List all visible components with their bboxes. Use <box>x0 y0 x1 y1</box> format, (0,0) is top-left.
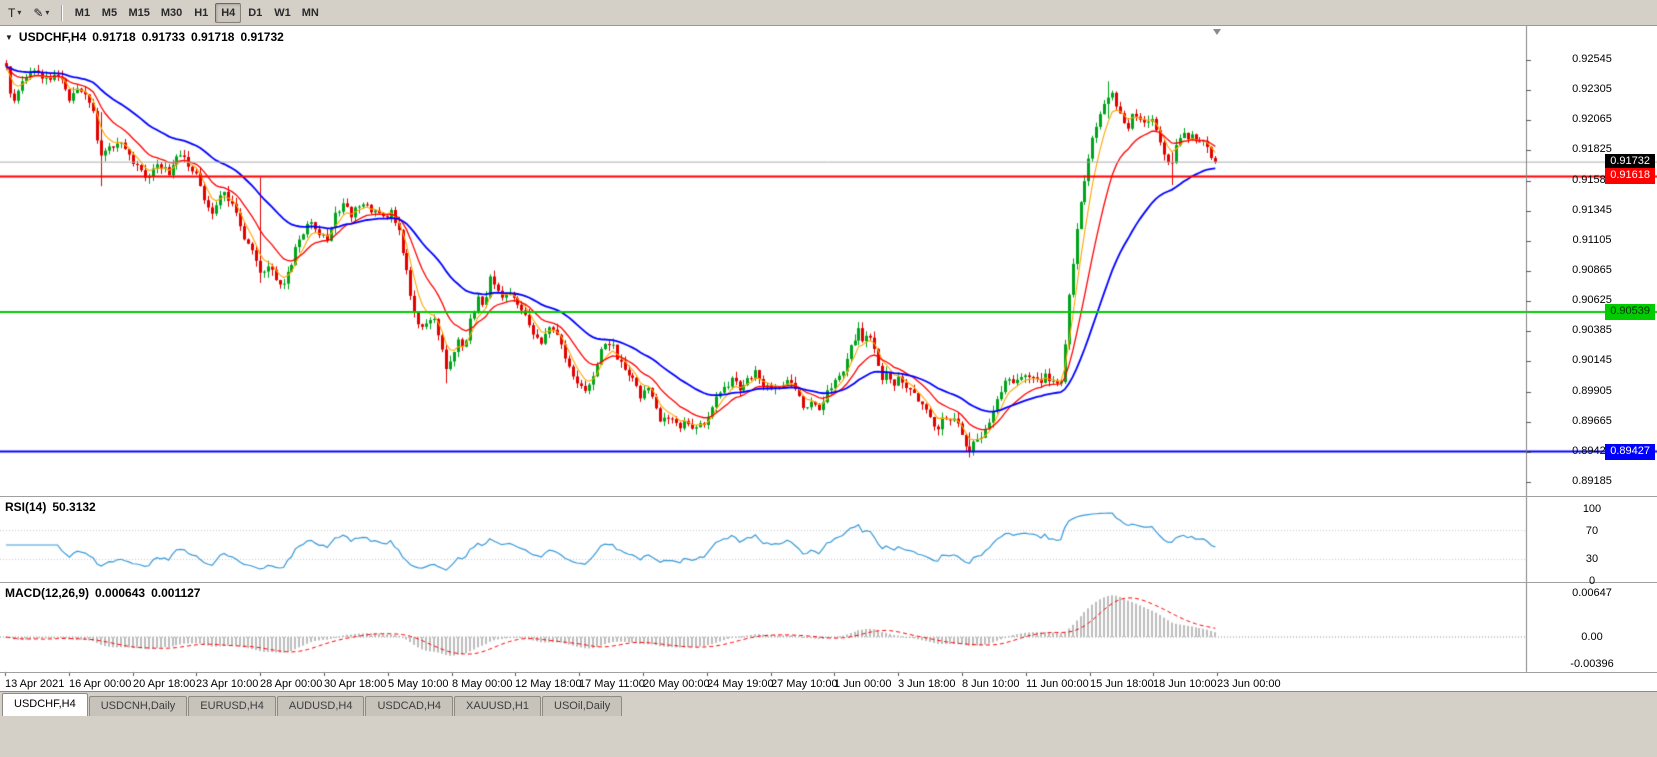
triangle-icon: ▼ <box>5 33 13 42</box>
macd-axis-label: 0.00647 <box>1572 587 1612 599</box>
toolbar-separator <box>61 4 63 21</box>
rsi-axis-label: 0 <box>1588 575 1596 587</box>
timeframe-button-m30[interactable]: M30 <box>160 6 183 19</box>
chart-tool-button[interactable]: T ▾ <box>3 3 26 23</box>
macd-name: MACD(12,26,9) <box>5 586 90 600</box>
price-axis-label: 0.91345 <box>1572 203 1612 216</box>
chart-area: ▼ USDCHF,H4 0.91718 0.91733 0.91718 0.91… <box>0 26 1657 692</box>
time-axis-label: 27 May 10:00 <box>771 678 838 690</box>
time-axis-label: 23 Jun 00:00 <box>1217 678 1281 690</box>
rsi-axis-label: 100 <box>1582 503 1602 515</box>
ohlc-low: 0.91718 <box>191 30 235 44</box>
time-axis-label: 8 Jun 10:00 <box>962 678 1020 690</box>
time-axis-label: 11 Jun 00:00 <box>1026 678 1089 690</box>
time-axis[interactable]: 13 Apr 2021 16 Apr 00:00 20 Apr 18:00 23 Ap… <box>0 674 1526 692</box>
macd-signal-value: 0.001127 <box>151 586 201 600</box>
price-axis-label: 0.89665 <box>1572 414 1612 427</box>
time-axis-label: 15 Jun 18:00 <box>1090 678 1154 690</box>
time-axis-label: 8 May 00:00 <box>452 678 513 690</box>
timeframe-button-mn[interactable]: MN <box>301 6 319 19</box>
time-axis-label: 1 Jun 00:00 <box>834 678 892 690</box>
macd-axis-label: 0.00 <box>1581 631 1603 643</box>
timeframe-button-h4[interactable]: H4 <box>215 2 242 23</box>
time-axis-label: 20 Apr 18:00 <box>133 678 196 690</box>
price-axis-label: 0.91825 <box>1572 143 1612 156</box>
time-axis-label: 12 May 18:00 <box>515 678 582 690</box>
ohlc-close: 0.91732 <box>240 30 284 44</box>
time-axis-label: 30 Apr 18:00 <box>324 678 387 690</box>
price-axis-label: 0.90145 <box>1572 354 1612 367</box>
panel-separator-rsi[interactable] <box>0 496 1657 497</box>
time-axis-label: 24 May 19:00 <box>707 678 774 690</box>
time-axis-label: 20 May 00:00 <box>643 678 710 690</box>
time-axis-label: 13 Apr 2021 <box>5 678 65 690</box>
price-axis-label: 0.91105 <box>1572 233 1612 246</box>
text-tool-icon: T <box>8 5 16 20</box>
price-axis-label: 0.90385 <box>1572 324 1612 337</box>
price-axis[interactable]: 0.92545 0.92305 0.92065 0.91825 0.91585 0.913… <box>1527 26 1657 672</box>
price-chart-canvas[interactable] <box>0 26 1657 692</box>
chart-tab-usdcnh-daily[interactable]: USDCNH,Daily <box>88 696 188 716</box>
price-axis-label: 0.89185 <box>1572 474 1612 487</box>
toolbar: T ▾ ✎ ▾ M1 M5 M15 M30 H1 H4 D1 W1 MN <box>0 0 1657 26</box>
symbol-period-label: USDCHF,H4 <box>18 30 87 44</box>
price-axis-label: 0.92545 <box>1572 53 1612 65</box>
timeframe-button-h1[interactable]: H1 <box>194 6 209 19</box>
macd-main-value: 0.000643 <box>95 586 146 600</box>
price-axis-label: 0.92065 <box>1572 113 1612 126</box>
timeframe-button-m15[interactable]: M15 <box>128 6 150 19</box>
time-axis-label: 18 Jun 10:00 <box>1153 678 1217 690</box>
chart-tab-usdchf-h4[interactable]: USDCHF,H4 <box>2 693 88 716</box>
chevron-down-icon: ▾ <box>17 8 22 17</box>
chart-tab-eurusd-h4[interactable]: EURUSD,H4 <box>188 696 276 716</box>
macd-axis-label: -0.00396 <box>1570 657 1614 670</box>
rsi-axis-label: 30 <box>1585 553 1599 566</box>
timeframe-group: M1 M5 M15 M30 H1 H4 D1 W1 MN <box>69 2 323 23</box>
rsi-value: 50.3132 <box>52 500 96 514</box>
draw-tool-button[interactable]: ✎ ▾ <box>28 3 54 23</box>
time-axis-label: 28 Apr 00:00 <box>260 678 323 690</box>
chart-tab-usoil-daily[interactable]: USOil,Daily <box>542 696 623 716</box>
timeframe-button-w1[interactable]: W1 <box>274 6 291 19</box>
chart-tab-usdcad-h4[interactable]: USDCAD,H4 <box>365 696 454 716</box>
chart-title: ▼ USDCHF,H4 0.91718 0.91733 0.91718 0.91… <box>5 30 284 44</box>
price-axis-label: 0.91585 <box>1572 173 1612 186</box>
time-axis-label: 5 May 10:00 <box>388 678 449 690</box>
time-axis-label: 17 May 11:00 <box>579 678 645 690</box>
ohlc-high: 0.91733 <box>141 30 186 44</box>
time-axis-separator <box>0 672 1657 673</box>
rsi-indicator-label: RSI(14) 50.3132 <box>5 500 96 514</box>
timeframe-button-m5[interactable]: M5 <box>101 6 118 19</box>
time-axis-label: 16 Apr 00:00 <box>69 678 132 690</box>
price-axis-label: 0.89425 <box>1572 444 1612 457</box>
price-axis-label: 0.92305 <box>1572 83 1612 96</box>
rsi-axis-label: 70 <box>1585 524 1599 537</box>
ohlc-open: 0.91718 <box>92 30 136 44</box>
time-axis-label: 3 Jun 18:00 <box>898 678 956 690</box>
rsi-name: RSI(14) <box>5 500 47 514</box>
price-axis-label: 0.89905 <box>1572 384 1612 397</box>
timeframe-button-d1[interactable]: D1 <box>248 6 263 19</box>
chart-tab-audusd-h4[interactable]: AUDUSD,H4 <box>276 696 365 716</box>
chevron-down-icon: ▾ <box>45 8 50 17</box>
timeframe-button-m1[interactable]: M1 <box>74 6 91 19</box>
chart-tab-xauusd-h1[interactable]: XAUUSD,H1 <box>454 696 541 716</box>
price-axis-label: 0.90865 <box>1572 263 1612 276</box>
time-axis-label: 23 Apr 10:00 <box>196 678 259 690</box>
price-axis-label: 0.90625 <box>1572 294 1612 307</box>
pencil-icon: ✎ <box>33 5 44 20</box>
panel-separator-macd[interactable] <box>0 582 1657 583</box>
chart-shift-marker-icon <box>1213 29 1221 35</box>
chart-tab-bar: USDCHF,H4 USDCNH,Daily EURUSD,H4 AUDUSD,H4 U… <box>0 692 1657 716</box>
macd-indicator-label: MACD(12,26,9) 0.000643 0.001127 <box>5 586 200 600</box>
